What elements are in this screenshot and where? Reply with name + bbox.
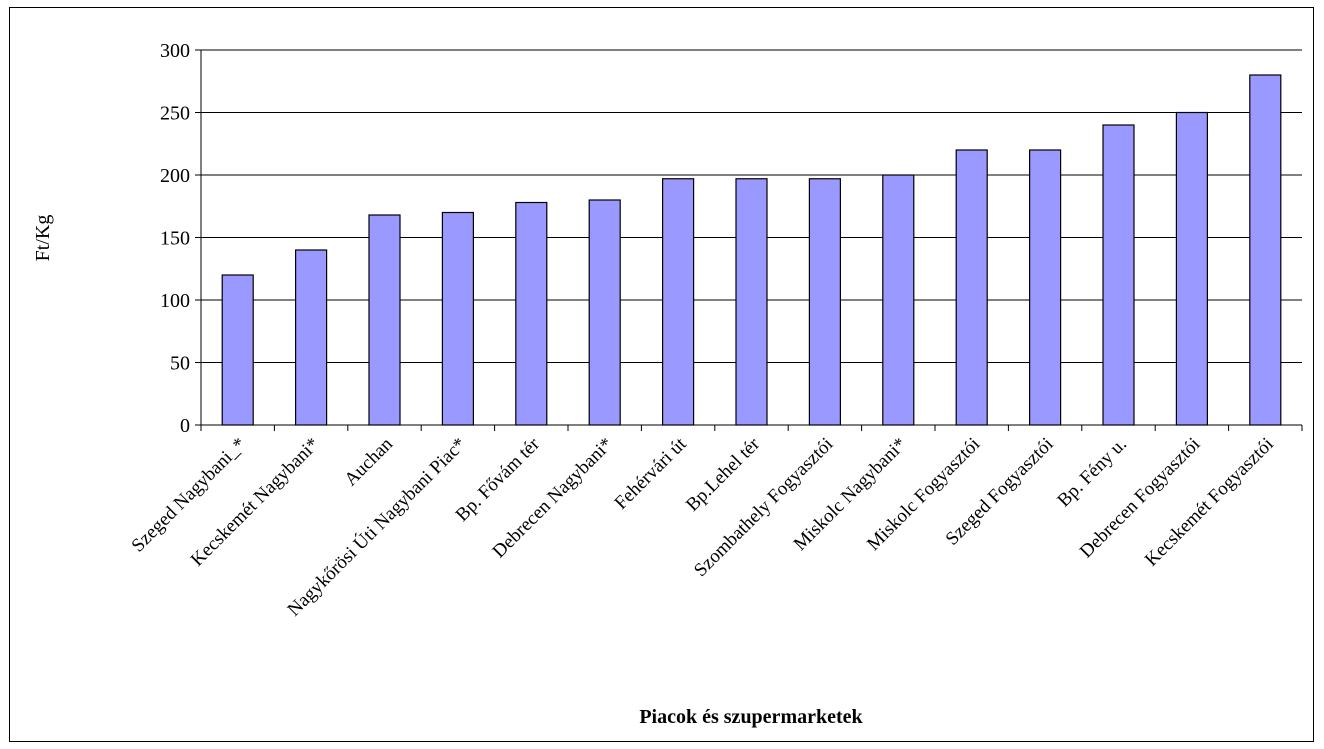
bar <box>735 178 768 426</box>
x-category-label: Bp. Fény u. <box>1053 434 1131 512</box>
bar <box>1028 149 1062 426</box>
x-category-label: Kecskemét Nagybani* <box>187 434 324 571</box>
x-category-labels: Szeged Nagybani_*Kecskemét Nagybani* Auch… <box>128 433 1278 621</box>
bar <box>221 274 254 426</box>
bar <box>368 214 401 426</box>
y-tick-label: 150 <box>160 228 190 250</box>
bar <box>1175 111 1209 426</box>
x-category-label: Auchan <box>340 433 397 490</box>
x-category-label: Kecskemét Fogyasztói <box>1141 434 1278 571</box>
y-tick-label: 200 <box>160 165 190 187</box>
x-category-label: Debrecen Nagybani* <box>489 434 618 563</box>
bar <box>808 178 842 426</box>
bar <box>1249 74 1282 426</box>
y-tick-label: 0 <box>180 415 190 437</box>
bar <box>441 211 474 426</box>
bar <box>515 201 548 426</box>
y-tick-labels: 0 50 100 150 200 250 300 <box>160 40 190 437</box>
bar <box>295 249 328 426</box>
y-axis-title: Ft/Kg <box>32 215 54 262</box>
x-category-label: Debrecen Fogyasztói <box>1076 434 1205 563</box>
x-category-label: Szombathely Fogyasztói <box>690 434 837 581</box>
y-tick-label: 250 <box>160 103 190 125</box>
bars <box>221 74 1282 426</box>
bar <box>1102 124 1135 426</box>
y-tick-label: 100 <box>160 290 190 312</box>
y-tick-label: 50 <box>170 353 190 375</box>
x-category-label: Fehérvári út <box>611 433 692 514</box>
bar <box>588 199 621 426</box>
bar <box>661 178 695 426</box>
bar <box>955 149 988 426</box>
bar <box>882 174 915 426</box>
x-axis-title: Piacok és szupermarketek <box>639 706 863 728</box>
axes <box>195 49 1303 431</box>
y-tick-label: 300 <box>160 40 190 62</box>
